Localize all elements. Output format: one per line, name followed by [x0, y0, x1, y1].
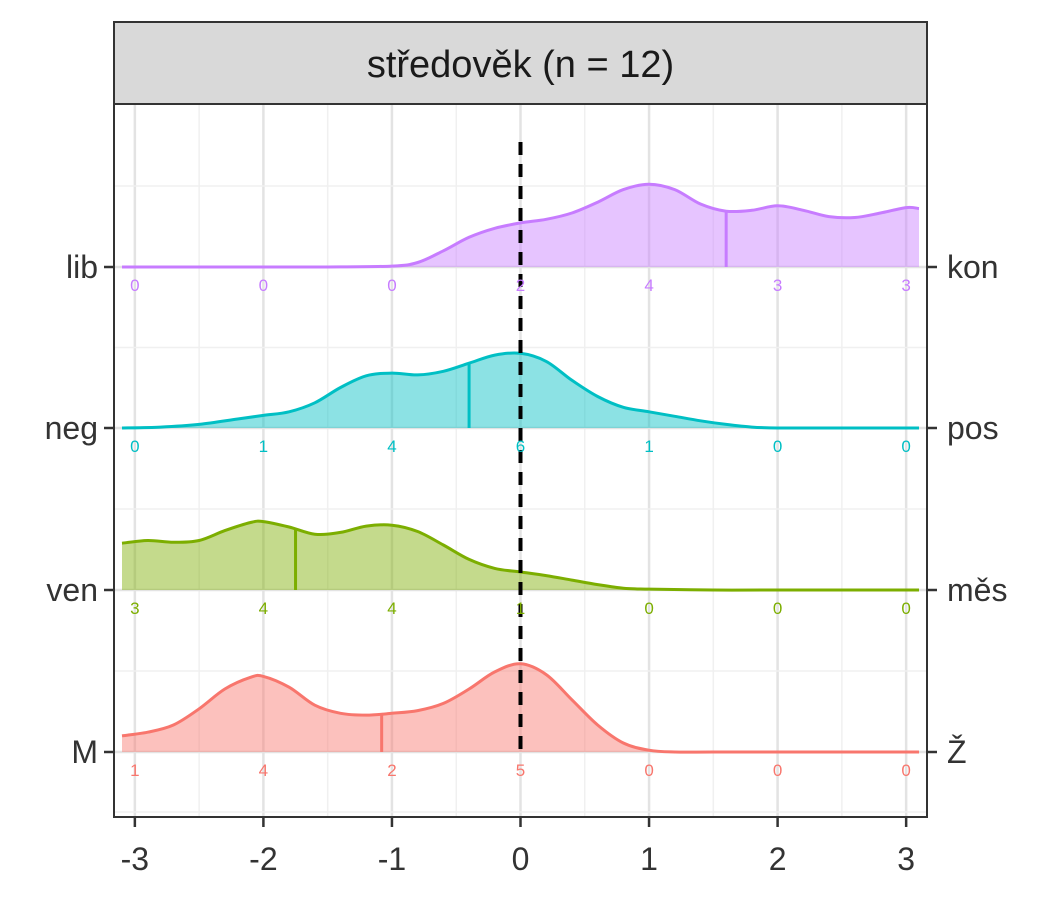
axes: -3 -2 -1 0 1 2 3 lib kon neg pos ven měs M Ž: [45, 249, 1008, 877]
count-label: 0: [130, 276, 139, 295]
y-label-right: pos: [947, 410, 999, 446]
count-label: 1: [644, 437, 653, 456]
density-line-2: [121, 519, 919, 592]
x-tick-label: -3: [121, 841, 149, 877]
density-area-2: [122, 521, 919, 591]
density-area-3: [122, 663, 919, 753]
y-label-right: Ž: [947, 734, 967, 770]
count-label: 0: [644, 761, 653, 780]
count-label: 4: [259, 599, 268, 618]
facet-strip: [113, 21, 928, 105]
count-label: 6: [516, 437, 525, 456]
x-tick-label: 1: [640, 841, 658, 877]
x-tick-label: 2: [769, 841, 787, 877]
y-label-left: neg: [45, 410, 98, 446]
count-label: 0: [901, 761, 910, 780]
y-label-left: lib: [66, 249, 98, 285]
count-label: 0: [901, 599, 910, 618]
count-label: 2: [387, 761, 396, 780]
y-label-right: kon: [947, 249, 999, 285]
x-tick-label: 3: [897, 841, 915, 877]
y-label-left: M: [71, 734, 98, 770]
count-label: 4: [387, 599, 396, 618]
count-label: 0: [773, 761, 782, 780]
x-tick-label: -2: [249, 841, 277, 877]
count-label: 3: [901, 276, 910, 295]
count-label: 4: [259, 761, 268, 780]
density-line-3: [121, 662, 919, 754]
count-label: 1: [259, 437, 268, 456]
count-label: 0: [259, 276, 268, 295]
count-label: 4: [387, 437, 396, 456]
x-tick-label: -1: [378, 841, 406, 877]
count-label: 0: [773, 437, 782, 456]
y-label-right: měs: [947, 572, 1007, 608]
count-label: 4: [644, 276, 653, 295]
count-label: 0: [130, 437, 139, 456]
count-label: 5: [516, 761, 525, 780]
count-labels: 0 0 0 2 4 3 3 0 1 4 6 1 0 0 3 4 4 1 0 0 0 1 4 2 5 0 0 0: [130, 276, 911, 780]
facet-strip-title: středověk (n = 12): [367, 44, 674, 86]
density-area-0: [122, 184, 919, 268]
count-label: 3: [130, 599, 139, 618]
density-line-1: [121, 351, 919, 430]
density-line-0: [121, 182, 920, 269]
count-label: 3: [773, 276, 782, 295]
count-label: 1: [516, 599, 525, 618]
count-label: 0: [773, 599, 782, 618]
count-label: 0: [644, 599, 653, 618]
count-label: 0: [901, 437, 910, 456]
y-label-left: ven: [46, 572, 98, 608]
count-label: 0: [387, 276, 396, 295]
x-tick-label: 0: [512, 841, 530, 877]
count-label: 2: [516, 276, 525, 295]
count-label: 1: [130, 761, 139, 780]
